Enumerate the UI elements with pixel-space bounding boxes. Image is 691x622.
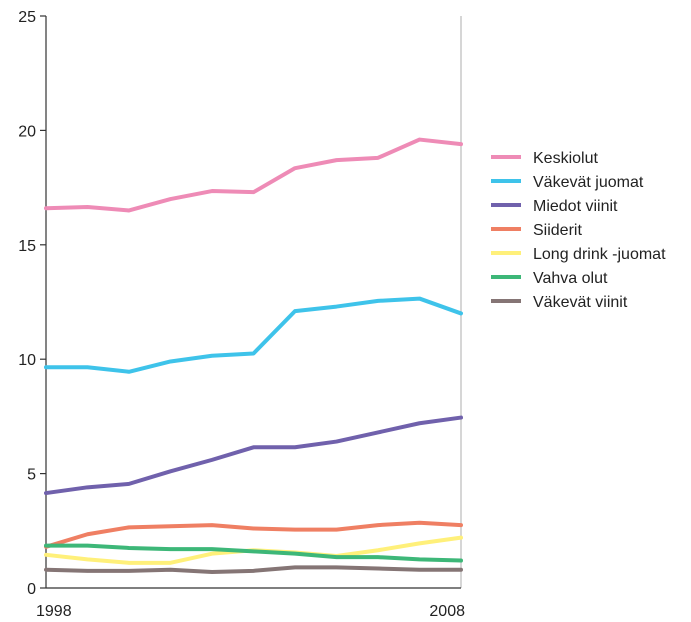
legend-item: Väkevät viinit — [491, 294, 628, 311]
series-line-0 — [44, 137, 463, 213]
legend-item: Keskiolut — [491, 150, 598, 167]
series-lines — [44, 137, 463, 574]
series-line-6 — [44, 565, 463, 574]
series-line-1 — [44, 296, 463, 374]
y-tick-label: 10 — [18, 352, 36, 369]
y-axis: 0 5 10 15 20 25 — [18, 9, 47, 598]
legend-label: Siiderit — [533, 222, 582, 239]
legend-label: Keskiolut — [533, 150, 598, 167]
legend-label: Väkevät juomat — [533, 174, 644, 191]
y-tick-label: 15 — [18, 238, 36, 255]
legend-label: Vahva olut — [533, 270, 608, 287]
series-line-5 — [44, 543, 463, 563]
legend-item: Miedot viinit — [491, 198, 618, 215]
y-tick-label: 20 — [18, 123, 36, 140]
series-line-3 — [44, 520, 463, 549]
legend-item: Long drink -juomat — [491, 246, 666, 263]
y-tick-label: 5 — [27, 467, 36, 484]
x-axis: 1998 2008 — [36, 587, 465, 620]
y-tick-label: 0 — [27, 581, 36, 598]
x-tick-label: 2008 — [429, 603, 465, 617]
series-line-2 — [44, 415, 463, 496]
y-tick-label: 25 — [18, 9, 36, 26]
legend-item: Vahva olut — [491, 270, 608, 287]
legend-item: Siiderit — [491, 222, 582, 239]
legend-label: Miedot viinit — [533, 198, 618, 215]
legend: Keskiolut Väkevät juomat Miedot viinit Siid… — [491, 150, 666, 311]
legend-label: Väkevät viinit — [533, 294, 628, 311]
legend-label: Long drink -juomat — [533, 246, 666, 263]
x-tick-label: 1998 — [36, 603, 72, 617]
legend-item: Väkevät juomat — [491, 174, 644, 191]
